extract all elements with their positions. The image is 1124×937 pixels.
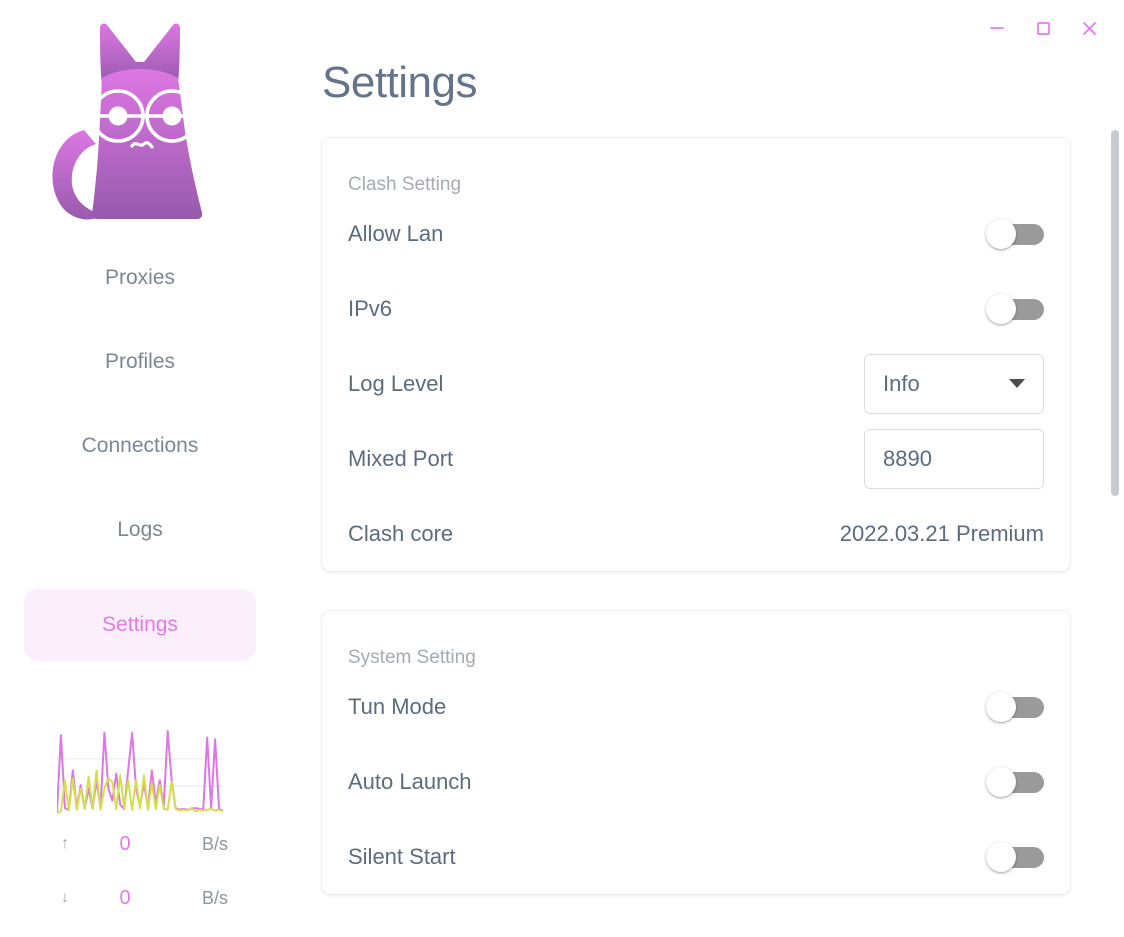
traffic-chart-svg xyxy=(57,730,223,814)
setting-label: Allow Lan xyxy=(348,220,444,246)
clash-cat-logo-icon xyxy=(52,23,203,220)
clash-core-version: 2022.03.21 Premium xyxy=(839,520,1044,546)
upload-unit: B/s xyxy=(201,833,228,854)
maximize-icon xyxy=(1037,22,1050,35)
sidebar-item-label: Connections xyxy=(81,434,199,457)
system-setting-card: System Setting Tun Mode Auto Launch xyxy=(322,611,1070,894)
setting-row-clash-core: Clash core 2022.03.21 Premium xyxy=(346,496,1046,571)
setting-label: Log Level xyxy=(348,370,444,396)
setting-row-auto-launch: Auto Launch xyxy=(346,744,1046,819)
sidebar-item-profiles[interactable]: Profiles xyxy=(24,337,256,387)
card-title: Clash Setting xyxy=(348,174,462,195)
mixed-port-input[interactable]: 8890 xyxy=(864,428,1044,489)
setting-row-silent-start: Silent Start xyxy=(346,819,1046,894)
settings-cards: Clash Setting Allow Lan IPv6 xyxy=(280,138,1124,894)
card-title: System Setting xyxy=(348,647,476,668)
minimize-button[interactable] xyxy=(974,6,1020,50)
upload-value: 0 xyxy=(119,832,131,855)
setting-row-log-level: Log Level Info xyxy=(346,346,1046,421)
sidebar-item-settings[interactable]: Settings xyxy=(24,589,256,661)
main-content: Settings Clash Setting Allow Lan IPv6 xyxy=(280,0,1124,937)
toggle-knob xyxy=(986,293,1016,324)
ipv6-toggle[interactable] xyxy=(986,293,1044,324)
toggle-knob xyxy=(986,691,1016,722)
log-level-value: Info xyxy=(883,370,920,396)
setting-label: Clash core xyxy=(348,520,454,546)
setting-row-mixed-port: Mixed Port 8890 xyxy=(346,421,1046,496)
setting-label: IPv6 xyxy=(348,295,393,321)
setting-label: Mixed Port xyxy=(348,445,454,471)
setting-label: Tun Mode xyxy=(348,693,447,719)
sidebar-item-label: Settings xyxy=(102,613,178,636)
sidebar-item-label: Logs xyxy=(117,518,163,541)
traffic-upload-row: ↑ 0 B/s xyxy=(50,817,230,871)
sidebar-item-connections[interactable]: Connections xyxy=(24,421,256,471)
silent-start-toggle[interactable] xyxy=(986,841,1044,872)
toggle-knob xyxy=(986,218,1016,249)
sidebar-item-label: Proxies xyxy=(104,266,176,289)
allow-lan-toggle[interactable] xyxy=(986,218,1044,249)
traffic-chart xyxy=(57,727,223,817)
sidebar-item-logs[interactable]: Logs xyxy=(24,505,256,555)
setting-label: Silent Start xyxy=(348,843,456,869)
upload-arrow-icon: ↑ xyxy=(61,835,69,852)
sidebar-item-proxies[interactable]: Proxies xyxy=(24,253,256,303)
sidebar-nav: Proxies Profiles Connections Logs Settin… xyxy=(24,253,256,661)
setting-row-ipv6: IPv6 xyxy=(346,271,1046,346)
toggle-knob xyxy=(986,766,1016,797)
auto-launch-toggle[interactable] xyxy=(986,766,1044,797)
close-icon xyxy=(1083,22,1096,35)
app-logo xyxy=(40,18,240,223)
tun-mode-toggle[interactable] xyxy=(986,691,1044,722)
close-button[interactable] xyxy=(1066,6,1112,50)
sidebar: Proxies Profiles Connections Logs Settin… xyxy=(0,0,280,937)
clash-setting-card: Clash Setting Allow Lan IPv6 xyxy=(322,138,1070,571)
setting-row-tun-mode: Tun Mode xyxy=(346,669,1046,744)
log-level-select[interactable]: Info xyxy=(864,353,1044,414)
chevron-down-icon xyxy=(1009,379,1025,388)
page-title: Settings xyxy=(322,58,477,107)
toggle-knob xyxy=(986,841,1016,872)
traffic-widget: ↑ 0 B/s ↓ 0 B/s xyxy=(0,727,280,925)
download-arrow-icon: ↓ xyxy=(61,889,69,906)
setting-label: Auto Launch xyxy=(348,768,472,794)
traffic-download-row: ↓ 0 B/s xyxy=(50,871,230,925)
download-value: 0 xyxy=(119,886,131,909)
setting-row-allow-lan: Allow Lan xyxy=(346,196,1046,271)
minimize-icon xyxy=(990,27,1004,29)
mixed-port-value: 8890 xyxy=(883,445,932,471)
maximize-button[interactable] xyxy=(1020,6,1066,50)
sidebar-item-label: Profiles xyxy=(104,350,176,373)
download-unit: B/s xyxy=(201,887,228,908)
window-controls xyxy=(974,0,1124,56)
scrollbar-thumb[interactable] xyxy=(1111,130,1119,496)
